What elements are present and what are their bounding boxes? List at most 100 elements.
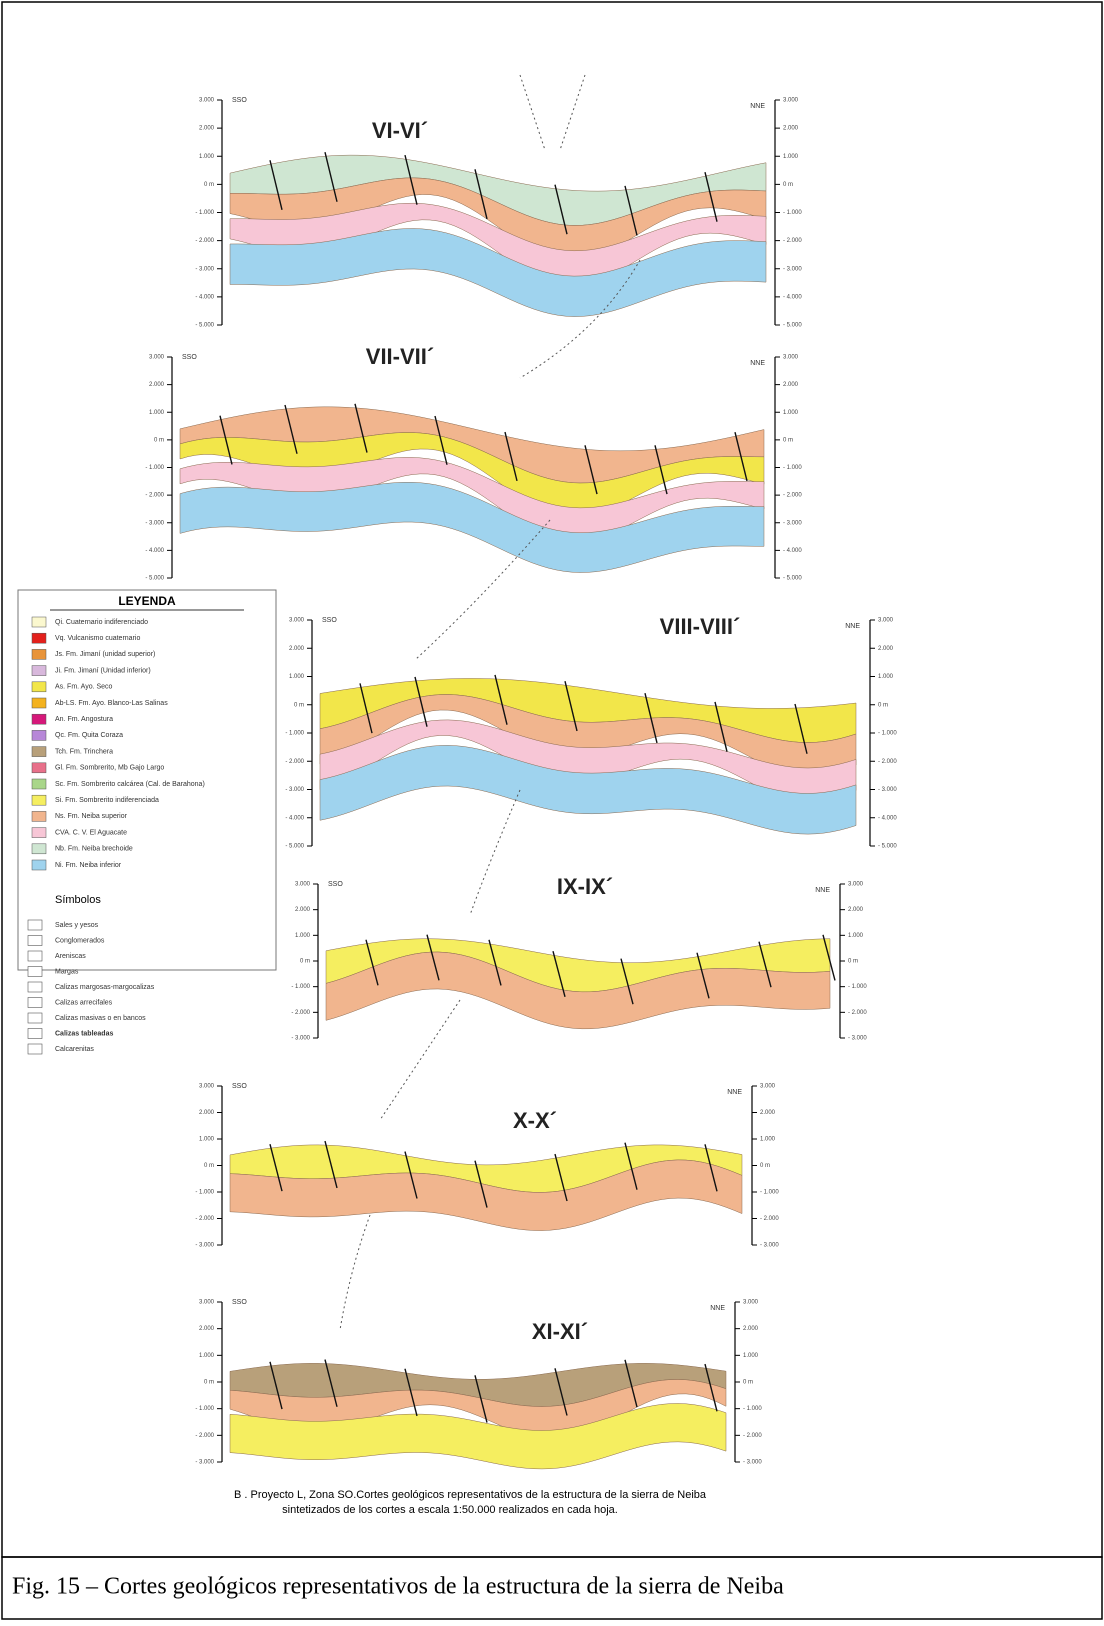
tick-label: 0 m bbox=[294, 702, 304, 708]
tick-label: - 3.000 bbox=[195, 266, 214, 272]
tick-label: 3.000 bbox=[783, 98, 799, 104]
tick-label: - 1.000 bbox=[195, 1190, 214, 1196]
tick-label: - 5.000 bbox=[195, 323, 214, 329]
tick-label: 3.000 bbox=[760, 1084, 776, 1090]
tick-label: - 2.000 bbox=[145, 493, 164, 499]
legend-swatch bbox=[32, 747, 46, 757]
tick-label: - 1.000 bbox=[878, 731, 897, 737]
tick-label: - 2.000 bbox=[195, 1433, 214, 1439]
tick-label: - 1.000 bbox=[195, 1406, 214, 1412]
legend-label: Ni. Fm. Neiba inferior bbox=[55, 862, 122, 869]
tick-label: 0 m bbox=[154, 437, 164, 443]
legend-swatch bbox=[32, 682, 46, 692]
tick-label: - 2.000 bbox=[291, 1010, 310, 1016]
tick-label: 2.000 bbox=[295, 907, 311, 913]
tick-label: - 3.000 bbox=[291, 1036, 310, 1042]
symbol-icon bbox=[28, 936, 42, 946]
legend-title: LEYENDA bbox=[118, 594, 176, 608]
tick-label: - 2.000 bbox=[195, 238, 214, 244]
tick-label: 2.000 bbox=[199, 126, 215, 132]
tick-label: 3.000 bbox=[199, 98, 215, 104]
symbols-title: Símbolos bbox=[55, 894, 101, 906]
tick-label: - 2.000 bbox=[848, 1010, 867, 1016]
tick-label: - 3.000 bbox=[783, 266, 802, 272]
connector bbox=[560, 75, 585, 150]
tick-label: 0 m bbox=[848, 959, 858, 965]
legend-swatch bbox=[32, 860, 46, 870]
tick-label: - 2.000 bbox=[195, 1216, 214, 1222]
cross-section: 3.0002.0001.0000 m- 1.000- 2.000- 3.0003… bbox=[195, 1299, 762, 1469]
symbol-label: Calizas tableadas bbox=[55, 1030, 113, 1037]
tick-label: - 3.000 bbox=[760, 1243, 779, 1249]
tick-label: 1.000 bbox=[289, 674, 305, 680]
tick-label: - 5.000 bbox=[783, 323, 802, 329]
section-title: VI-VI´ bbox=[372, 118, 428, 143]
connector bbox=[470, 790, 520, 915]
tick-label: 1.000 bbox=[149, 410, 165, 416]
tick-label: 3.000 bbox=[295, 882, 311, 888]
tick-label: - 2.000 bbox=[783, 238, 802, 244]
tick-label: - 4.000 bbox=[878, 815, 897, 821]
direction-label: NNE bbox=[845, 623, 860, 630]
tick-label: 0 m bbox=[204, 1380, 214, 1386]
tick-label: - 1.000 bbox=[760, 1190, 779, 1196]
tick-label: 0 m bbox=[783, 437, 793, 443]
legend-swatch bbox=[32, 763, 46, 773]
tick-label: - 1.000 bbox=[783, 465, 802, 471]
tick-label: 2.000 bbox=[783, 382, 799, 388]
legend-label: Gl. Fm. Sombrerito, Mb Gajo Largo bbox=[55, 765, 164, 772]
symbol-icon bbox=[28, 951, 42, 961]
tick-label: 3.000 bbox=[848, 882, 864, 888]
tick-label: 1.000 bbox=[295, 933, 311, 939]
tick-label: 2.000 bbox=[199, 1110, 215, 1116]
tick-label: - 3.000 bbox=[285, 787, 304, 793]
tick-label: - 3.000 bbox=[145, 520, 164, 526]
legend-label: Vq. Vulcanismo cuaternario bbox=[55, 635, 140, 642]
tick-label: 1.000 bbox=[848, 933, 864, 939]
legend-label: Si. Fm. Sombrerito indiferenciada bbox=[55, 797, 159, 804]
section-title: X-X´ bbox=[513, 1108, 557, 1133]
tick-label: 3.000 bbox=[149, 355, 165, 361]
caption: Fig. 15 – Cortes geológicos representati… bbox=[12, 1574, 784, 1600]
tick-label: - 1.000 bbox=[285, 731, 304, 737]
direction-label: SSO bbox=[232, 1299, 247, 1306]
tick-label: - 1.000 bbox=[291, 984, 310, 990]
tick-label: 3.000 bbox=[199, 1300, 215, 1306]
tick-label: - 2.000 bbox=[743, 1433, 762, 1439]
legend-label: Ab-LS. Fm. Ayo. Blanco-Las Salinas bbox=[55, 700, 168, 707]
legend-label: Js. Fm. Jimaní (unidad superior) bbox=[55, 651, 155, 658]
symbol-label: Conglomerados bbox=[55, 937, 105, 944]
tick-label: 0 m bbox=[743, 1380, 753, 1386]
tick-label: - 4.000 bbox=[195, 294, 214, 300]
tick-label: - 3.000 bbox=[743, 1460, 762, 1466]
direction-label: SSO bbox=[322, 617, 337, 624]
tick-label: 3.000 bbox=[878, 618, 894, 624]
section-title: VIII-VIII´ bbox=[660, 614, 741, 639]
tick-label: 1.000 bbox=[783, 154, 799, 160]
tick-label: 1.000 bbox=[783, 410, 799, 416]
symbol-label: Calizas arrecifales bbox=[55, 999, 113, 1006]
tick-label: 1.000 bbox=[199, 154, 215, 160]
symbol-label: Calcarenitas bbox=[55, 1046, 94, 1053]
direction-label: SSO bbox=[232, 1083, 247, 1090]
tick-label: 2.000 bbox=[760, 1110, 776, 1116]
tick-label: 3.000 bbox=[783, 355, 799, 361]
tick-label: 1.000 bbox=[199, 1137, 215, 1143]
tick-label: 2.000 bbox=[199, 1326, 215, 1332]
tick-label: - 4.000 bbox=[783, 294, 802, 300]
legend-label: Ji. Fm. Jimaní (Unidad inferior) bbox=[55, 667, 151, 674]
section-title: VII-VII´ bbox=[366, 344, 434, 369]
tick-label: - 5.000 bbox=[145, 576, 164, 582]
legend-label: As. Fm. Ayo. Seco bbox=[55, 684, 113, 691]
tick-label: - 3.000 bbox=[195, 1460, 214, 1466]
legend-swatch bbox=[32, 714, 46, 724]
tick-label: - 3.000 bbox=[783, 520, 802, 526]
legend-label: CVA. C. V. El Aguacate bbox=[55, 829, 127, 836]
legend: LEYENDAQi. Cuaternario indiferenciadoVq.… bbox=[18, 590, 276, 1054]
connector bbox=[380, 1000, 460, 1120]
tick-label: 3.000 bbox=[199, 1084, 215, 1090]
tick-label: 2.000 bbox=[149, 382, 165, 388]
connector bbox=[520, 75, 545, 150]
tick-label: 2.000 bbox=[783, 126, 799, 132]
